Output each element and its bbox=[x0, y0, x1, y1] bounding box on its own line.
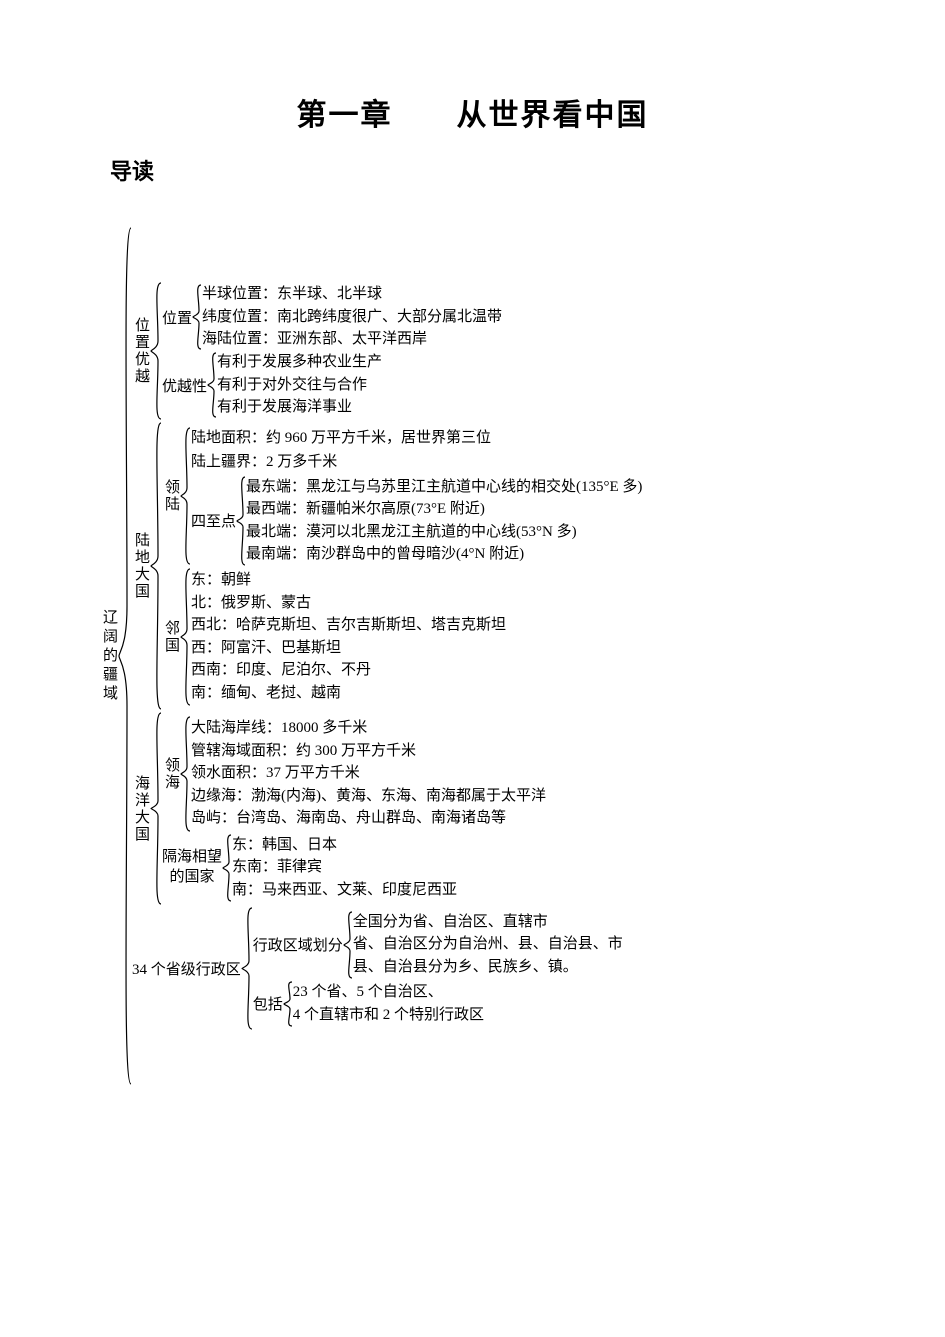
leaf: 4 个直辖市和 2 个特别行政区 bbox=[293, 1004, 484, 1027]
leaf: 东：韩国、日本 bbox=[232, 834, 457, 857]
brace-icon bbox=[236, 475, 246, 567]
leaf: 东南：菲律宾 bbox=[232, 856, 457, 879]
node-advantage: 优越性 有利于发展多种农业生产 有利于对外交往与合作 有利于发展海洋事业 bbox=[162, 351, 502, 419]
node-label: 海洋大国 bbox=[132, 775, 150, 843]
node-label: 包括 bbox=[253, 993, 283, 1014]
node-label: 四至点 bbox=[191, 510, 236, 531]
leaf: 西：阿富汗、巴基斯坦 bbox=[191, 637, 506, 660]
leaf: 县、自治县分为乡、民族乡、镇。 bbox=[353, 956, 623, 979]
node-label: 邻国 bbox=[162, 620, 180, 654]
leaf: 西南：印度、尼泊尔、不丹 bbox=[191, 659, 506, 682]
node-admin-regions: 34 个省级行政区 行政区域划分 全国分为省、自治区、直辖市 bbox=[132, 906, 642, 1031]
leaf: 北：俄罗斯、蒙古 bbox=[191, 592, 506, 615]
leaf: 有利于发展海洋事业 bbox=[217, 396, 382, 419]
leaf: 半球位置：东半球、北半球 bbox=[202, 283, 502, 306]
brace-icon bbox=[343, 910, 353, 980]
leaf: 23 个省、5 个自治区、 bbox=[293, 981, 484, 1004]
node-ocean-power: 海洋大国 领海 bbox=[132, 711, 642, 906]
node-neighbors: 邻国 东：朝鲜 北：俄罗斯、蒙古 西北：哈萨克斯坦、吉尔吉斯斯坦、塔吉克斯坦 西… bbox=[162, 567, 642, 707]
brace-icon bbox=[192, 283, 202, 351]
leaf: 岛屿：台湾岛、海南岛、舟山群岛、南海诸岛等 bbox=[191, 807, 546, 830]
leaf: 东：朝鲜 bbox=[191, 569, 506, 592]
brace-icon bbox=[283, 980, 293, 1028]
node-label: 优越性 bbox=[162, 375, 207, 396]
brace-icon bbox=[180, 715, 191, 833]
brace-icon bbox=[241, 906, 253, 1031]
leaf: 陆上疆界：2 万多千米 bbox=[191, 451, 642, 474]
node-label: 领陆 bbox=[162, 479, 180, 513]
node-label: 行政区域划分 bbox=[253, 934, 343, 955]
leaf: 最西端：新疆帕米尔高原(73°E 附近) bbox=[246, 498, 642, 521]
node-territorial-sea: 领海 大陆海岸线：18000 多千米 管辖海域面积：约 300 万平方千米 领水… bbox=[162, 715, 546, 833]
brace-icon bbox=[118, 226, 132, 1086]
brace-icon bbox=[180, 567, 191, 707]
leaf: 陆地面积：约 960 万平方千米，居世界第三位 bbox=[191, 427, 642, 450]
node-label: 隔海相望 的国家 bbox=[162, 848, 222, 887]
leaf: 纬度位置：南北跨纬度很广、大部分属北温带 bbox=[202, 306, 502, 329]
node-admin-division: 行政区域划分 全国分为省、自治区、直辖市 省、自治区分为自治州、县、自治县、市 … bbox=[253, 910, 623, 980]
brace-icon bbox=[150, 421, 162, 711]
leaf: 有利于对外交往与合作 bbox=[217, 374, 382, 397]
leaf: 全国分为省、自治区、直辖市 bbox=[353, 911, 623, 934]
node-label: 34 个省级行政区 bbox=[132, 958, 241, 979]
leaf: 管辖海域面积：约 300 万平方千米 bbox=[191, 740, 546, 763]
leaf: 海陆位置：亚洲东部、太平洋西岸 bbox=[202, 328, 502, 351]
node-position-advantage: 位置优越 位置 半球位置：东半球、北半球 bbox=[132, 281, 642, 421]
tree-diagram: 辽阔的疆域 位置优越 位置 bbox=[100, 226, 885, 1086]
node-label: 位置 bbox=[162, 307, 192, 328]
node-includes: 包括 23 个省、5 个自治区、 4 个直辖市和 2 个特别行政区 bbox=[253, 980, 623, 1028]
leaf: 边缘海：渤海(内海)、黄海、东海、南海都属于太平洋 bbox=[191, 785, 546, 808]
root-label: 辽阔的疆域 bbox=[100, 609, 118, 704]
leaf: 大陆海岸线：18000 多千米 bbox=[191, 717, 546, 740]
leaf: 南：马来西亚、文莱、印度尼西亚 bbox=[232, 879, 457, 902]
page: 第一章 从世界看中国 导读 辽阔的疆域 位置优越 bbox=[0, 0, 945, 1286]
guide-label: 导读 bbox=[110, 154, 885, 186]
brace-icon bbox=[222, 833, 232, 903]
node-label: 领海 bbox=[162, 757, 180, 791]
leaf: 最南端：南沙群岛中的曾母暗沙(4°N 附近) bbox=[246, 543, 642, 566]
node-label: 陆地大国 bbox=[132, 532, 150, 600]
node-territory-land: 领陆 陆地面积：约 960 万平方千米，居世界第三位 陆上疆界：2 万多千米 bbox=[162, 426, 642, 567]
node-label: 位置优越 bbox=[132, 317, 150, 385]
node-oversea-neighbors: 隔海相望 的国家 东：韩国、日本 东南：菲律宾 南：马来西亚、文莱、印度尼西亚 bbox=[162, 833, 546, 903]
leaf: 最东端：黑龙江与乌苏里江主航道中心线的相交处(135°E 多) bbox=[246, 476, 642, 499]
node-position: 位置 半球位置：东半球、北半球 纬度位置：南北跨纬度很广、大部分属北温带 海陆位… bbox=[162, 283, 502, 351]
leaf: 省、自治区分为自治州、县、自治县、市 bbox=[353, 933, 623, 956]
node-land-power: 陆地大国 领陆 bbox=[132, 421, 642, 711]
leaf: 最北端：漠河以北黑龙江主航道的中心线(53°N 多) bbox=[246, 521, 642, 544]
chapter-title: 第一章 从世界看中国 bbox=[60, 90, 885, 134]
leaf: 西北：哈萨克斯坦、吉尔吉斯斯坦、塔吉克斯坦 bbox=[191, 614, 506, 637]
brace-icon bbox=[150, 711, 162, 906]
leaf: 有利于发展多种农业生产 bbox=[217, 351, 382, 374]
brace-icon bbox=[207, 351, 217, 419]
leaf: 南：缅甸、老挝、越南 bbox=[191, 682, 506, 705]
brace-icon bbox=[150, 281, 162, 421]
brace-icon bbox=[180, 426, 191, 566]
node-four-extremes: 四至点 最东端：黑龙江与乌苏里江主航道中心线的相交处(135°E 多) 最西端：… bbox=[191, 475, 642, 567]
leaf: 领水面积：37 万平方千米 bbox=[191, 762, 546, 785]
